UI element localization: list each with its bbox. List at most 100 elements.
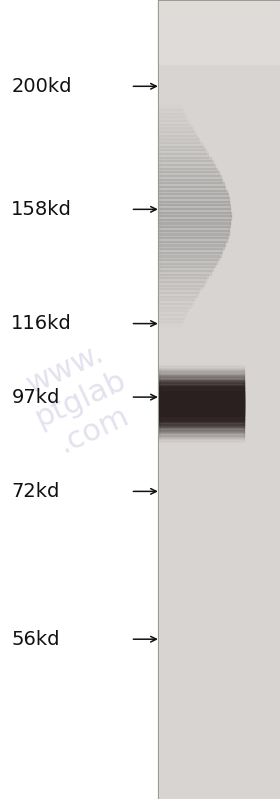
Bar — [159, 171, 219, 176]
Bar — [159, 161, 213, 165]
Bar — [159, 270, 211, 275]
Bar — [159, 124, 190, 129]
Bar — [159, 410, 244, 415]
Bar — [159, 321, 181, 326]
Bar — [159, 215, 231, 220]
Bar — [159, 252, 221, 256]
Bar — [159, 263, 215, 268]
Bar — [159, 392, 244, 397]
Bar — [159, 208, 230, 213]
Bar — [159, 384, 244, 389]
Bar — [159, 395, 244, 400]
Bar — [159, 374, 244, 379]
Bar — [159, 168, 217, 173]
Bar — [159, 435, 244, 440]
Bar — [159, 131, 195, 136]
Bar — [159, 428, 244, 433]
Bar — [159, 423, 244, 427]
Bar — [159, 259, 217, 264]
Bar — [159, 164, 215, 169]
Bar — [159, 391, 244, 396]
Bar — [159, 153, 208, 157]
Bar — [159, 138, 199, 143]
Bar — [159, 157, 211, 161]
Bar — [159, 407, 244, 411]
Bar — [159, 420, 244, 425]
Bar — [159, 387, 244, 392]
Bar — [159, 277, 206, 282]
Bar — [159, 426, 244, 431]
Bar — [159, 212, 231, 217]
Bar — [159, 421, 244, 426]
Bar — [159, 393, 244, 398]
Bar — [159, 411, 244, 416]
Bar — [159, 197, 229, 201]
Bar — [159, 376, 244, 381]
Bar — [159, 120, 188, 125]
Bar — [159, 233, 228, 238]
Bar — [159, 292, 197, 296]
Bar — [159, 248, 222, 252]
Bar — [159, 372, 244, 376]
Bar — [159, 266, 213, 271]
Text: 116kd: 116kd — [11, 314, 72, 333]
Bar — [159, 149, 206, 154]
Bar — [159, 397, 244, 402]
Bar — [159, 384, 244, 388]
Bar — [159, 375, 244, 380]
Bar — [159, 240, 225, 245]
Bar — [159, 175, 221, 180]
Bar — [159, 390, 244, 395]
Bar — [159, 402, 244, 407]
Bar — [159, 403, 244, 407]
Bar — [159, 274, 208, 279]
Bar — [159, 182, 224, 187]
Bar — [159, 193, 228, 198]
Bar — [159, 127, 193, 132]
Bar — [159, 435, 244, 439]
Bar — [159, 382, 244, 387]
Bar — [159, 396, 244, 400]
Bar — [159, 398, 244, 403]
Bar — [159, 419, 244, 423]
Bar — [159, 105, 181, 110]
Text: 200kd: 200kd — [11, 77, 72, 96]
Bar — [159, 226, 229, 231]
Bar — [159, 386, 244, 391]
Bar — [159, 430, 244, 435]
Bar — [159, 404, 244, 409]
Bar — [159, 433, 244, 438]
Bar — [159, 380, 244, 384]
Bar — [159, 205, 230, 209]
Bar — [159, 412, 244, 417]
Bar — [159, 179, 222, 184]
Bar — [159, 405, 244, 410]
Bar — [159, 219, 230, 224]
Bar — [159, 281, 204, 286]
Bar — [159, 400, 244, 404]
Bar — [159, 414, 244, 419]
Bar — [159, 381, 244, 386]
Bar — [159, 284, 202, 289]
Bar — [159, 296, 195, 300]
Bar — [159, 368, 244, 372]
Bar — [159, 388, 244, 393]
Bar — [159, 300, 193, 304]
Bar — [159, 407, 244, 412]
Bar — [159, 109, 183, 114]
Bar — [159, 307, 188, 312]
Bar — [159, 142, 202, 147]
Bar — [159, 135, 197, 140]
Bar — [159, 370, 244, 375]
Bar — [159, 222, 230, 227]
Bar — [159, 113, 185, 117]
Bar — [159, 288, 199, 293]
Bar — [159, 365, 244, 370]
Bar — [159, 379, 244, 384]
Text: www.
ptglab
.com: www. ptglab .com — [15, 336, 144, 463]
Bar — [159, 409, 244, 414]
Bar — [159, 186, 225, 191]
Bar — [159, 230, 229, 235]
Bar — [159, 377, 244, 382]
Bar — [159, 400, 244, 405]
